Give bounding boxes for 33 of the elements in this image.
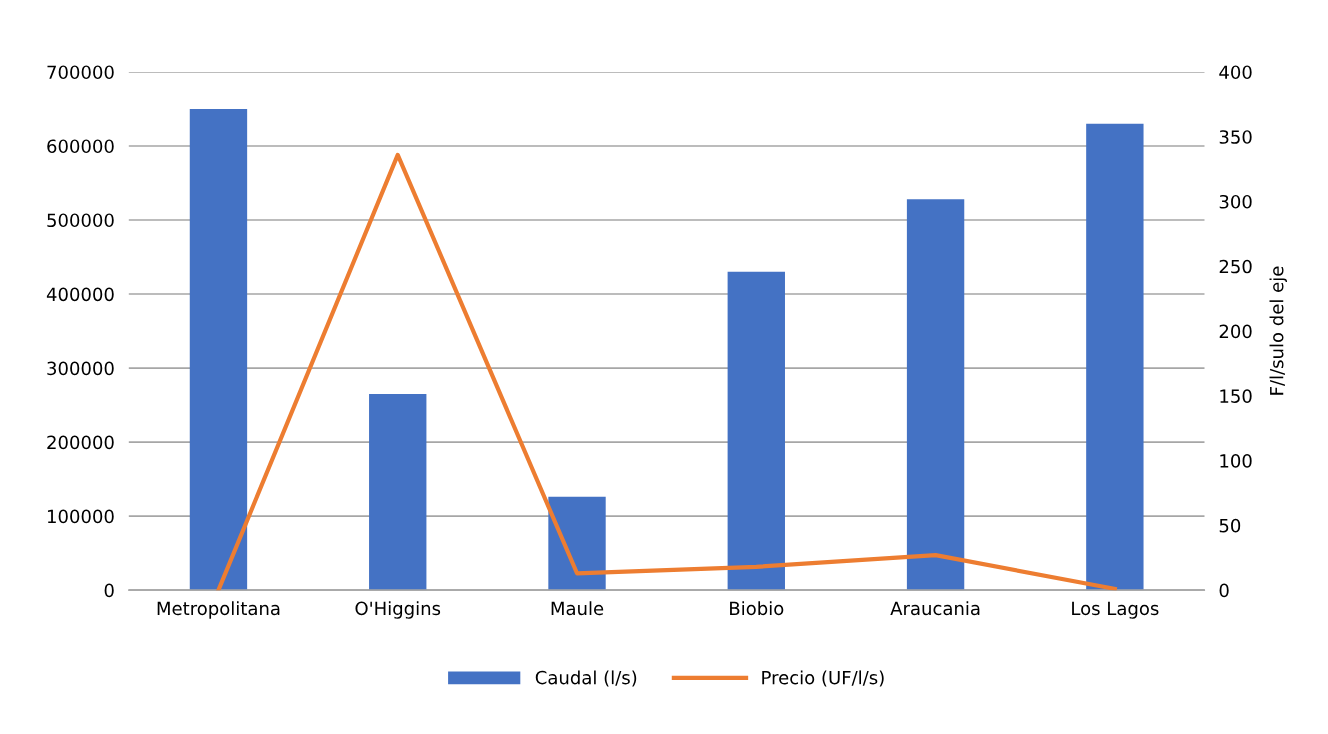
x-tick-label: Araucania xyxy=(890,601,980,616)
y2-tick-label: 350 xyxy=(1219,130,1252,144)
y2-tick-label: 150 xyxy=(1220,389,1252,403)
y2-tick-label: 400 xyxy=(1219,65,1252,80)
legend-label: Precio (UF/l/s) xyxy=(762,670,884,687)
x-tick-label: O'Higgins xyxy=(355,601,441,619)
y2-tick-label: 100 xyxy=(1220,454,1252,468)
y-tick-label: 400000 xyxy=(46,287,114,302)
y2-tick-label: 300 xyxy=(1219,194,1252,209)
y-tick-label: 300000 xyxy=(47,361,114,376)
y-tick-label: 700000 xyxy=(47,65,114,80)
bar xyxy=(906,199,965,591)
x-tick-label: Maule xyxy=(551,601,604,616)
y2-tick-label: 200 xyxy=(1219,324,1252,339)
bar xyxy=(727,271,785,591)
y-tick-label: 0 xyxy=(104,583,114,598)
x-tick-label: Los Lagos xyxy=(1072,601,1159,619)
bar xyxy=(1086,123,1144,591)
bar xyxy=(548,496,606,591)
bar xyxy=(189,108,248,591)
x-tick-label: Biobio xyxy=(730,601,784,616)
y2-axis-title: F/l/sulo del eje xyxy=(1269,266,1287,395)
line-series xyxy=(216,152,1117,591)
y-tick-label: 200000 xyxy=(47,435,114,450)
y2-tick-label: 250 xyxy=(1219,259,1252,274)
y-tick-label: 100000 xyxy=(47,509,114,524)
y-tick-label: 500000 xyxy=(47,213,114,228)
y2-tick-label: 50 xyxy=(1219,518,1241,533)
x-tick-label: Metropolitana xyxy=(157,601,280,619)
legend-label: Caudal (l/s) xyxy=(535,670,637,687)
bar xyxy=(369,393,427,591)
y2-tick-label: 0 xyxy=(1219,583,1229,598)
y-tick-label: 600000 xyxy=(47,139,114,154)
